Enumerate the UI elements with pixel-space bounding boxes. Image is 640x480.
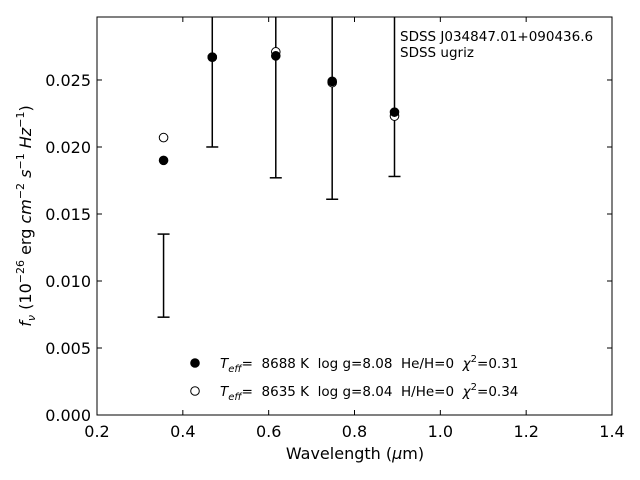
object-name-annotation: SDSS J034847.01+090436.6 [400,29,593,45]
photometry-annotation: SDSS ugriz [400,45,474,61]
open-model-point [158,132,169,143]
legend: Teff= 8688 K log g=8.08 He/H=0 χ2=0.31 T… [190,354,518,403]
y-axis-label: fν (10−26 erg cm−2 s−1 Hz−1) [14,105,38,326]
y-tick-label: 0.005 [45,339,91,358]
filled-model-point [327,76,337,87]
x-tick-label: 0.4 [170,422,195,441]
error-bar [388,17,401,178]
filled-model-point [389,107,400,117]
y-tick-label: 0.015 [45,205,91,224]
x-tick-label: 1.2 [513,422,538,441]
y-tick-label: 0.000 [45,406,91,425]
legend-open-marker [190,386,200,396]
legend-label-filled: Teff= 8688 K log g=8.08 He/H=0 χ2=0.31 [220,354,518,375]
x-tick-label: 1.0 [428,422,453,441]
x-tick-label: 0.6 [256,422,281,441]
y-tick-label: 0.025 [45,71,91,90]
data-points [158,47,400,166]
error-bar [157,233,170,318]
x-tick-label: 0.8 [342,422,367,441]
filled-model-point [158,155,169,166]
y-axis-ticks: 0.000 0.005 0.010 0.015 0.020 0.025 [45,71,612,425]
x-axis-ticks: 0.2 0.4 0.6 0.8 1.0 1.2 1.4 [84,17,625,441]
y-tick-label: 0.020 [45,138,91,157]
legend-label-open: Teff= 8635 K log g=8.04 H/He=0 χ2=0.34 [220,382,518,403]
filled-model-point [270,51,281,61]
x-tick-label: 1.4 [599,422,624,441]
error-bar [326,17,339,200]
x-tick-label: 0.2 [84,422,109,441]
legend-filled-marker [190,358,200,368]
filled-model-point [207,52,218,63]
y-tick-label: 0.010 [45,272,91,291]
x-axis-label: Wavelength (μm) [286,444,424,463]
